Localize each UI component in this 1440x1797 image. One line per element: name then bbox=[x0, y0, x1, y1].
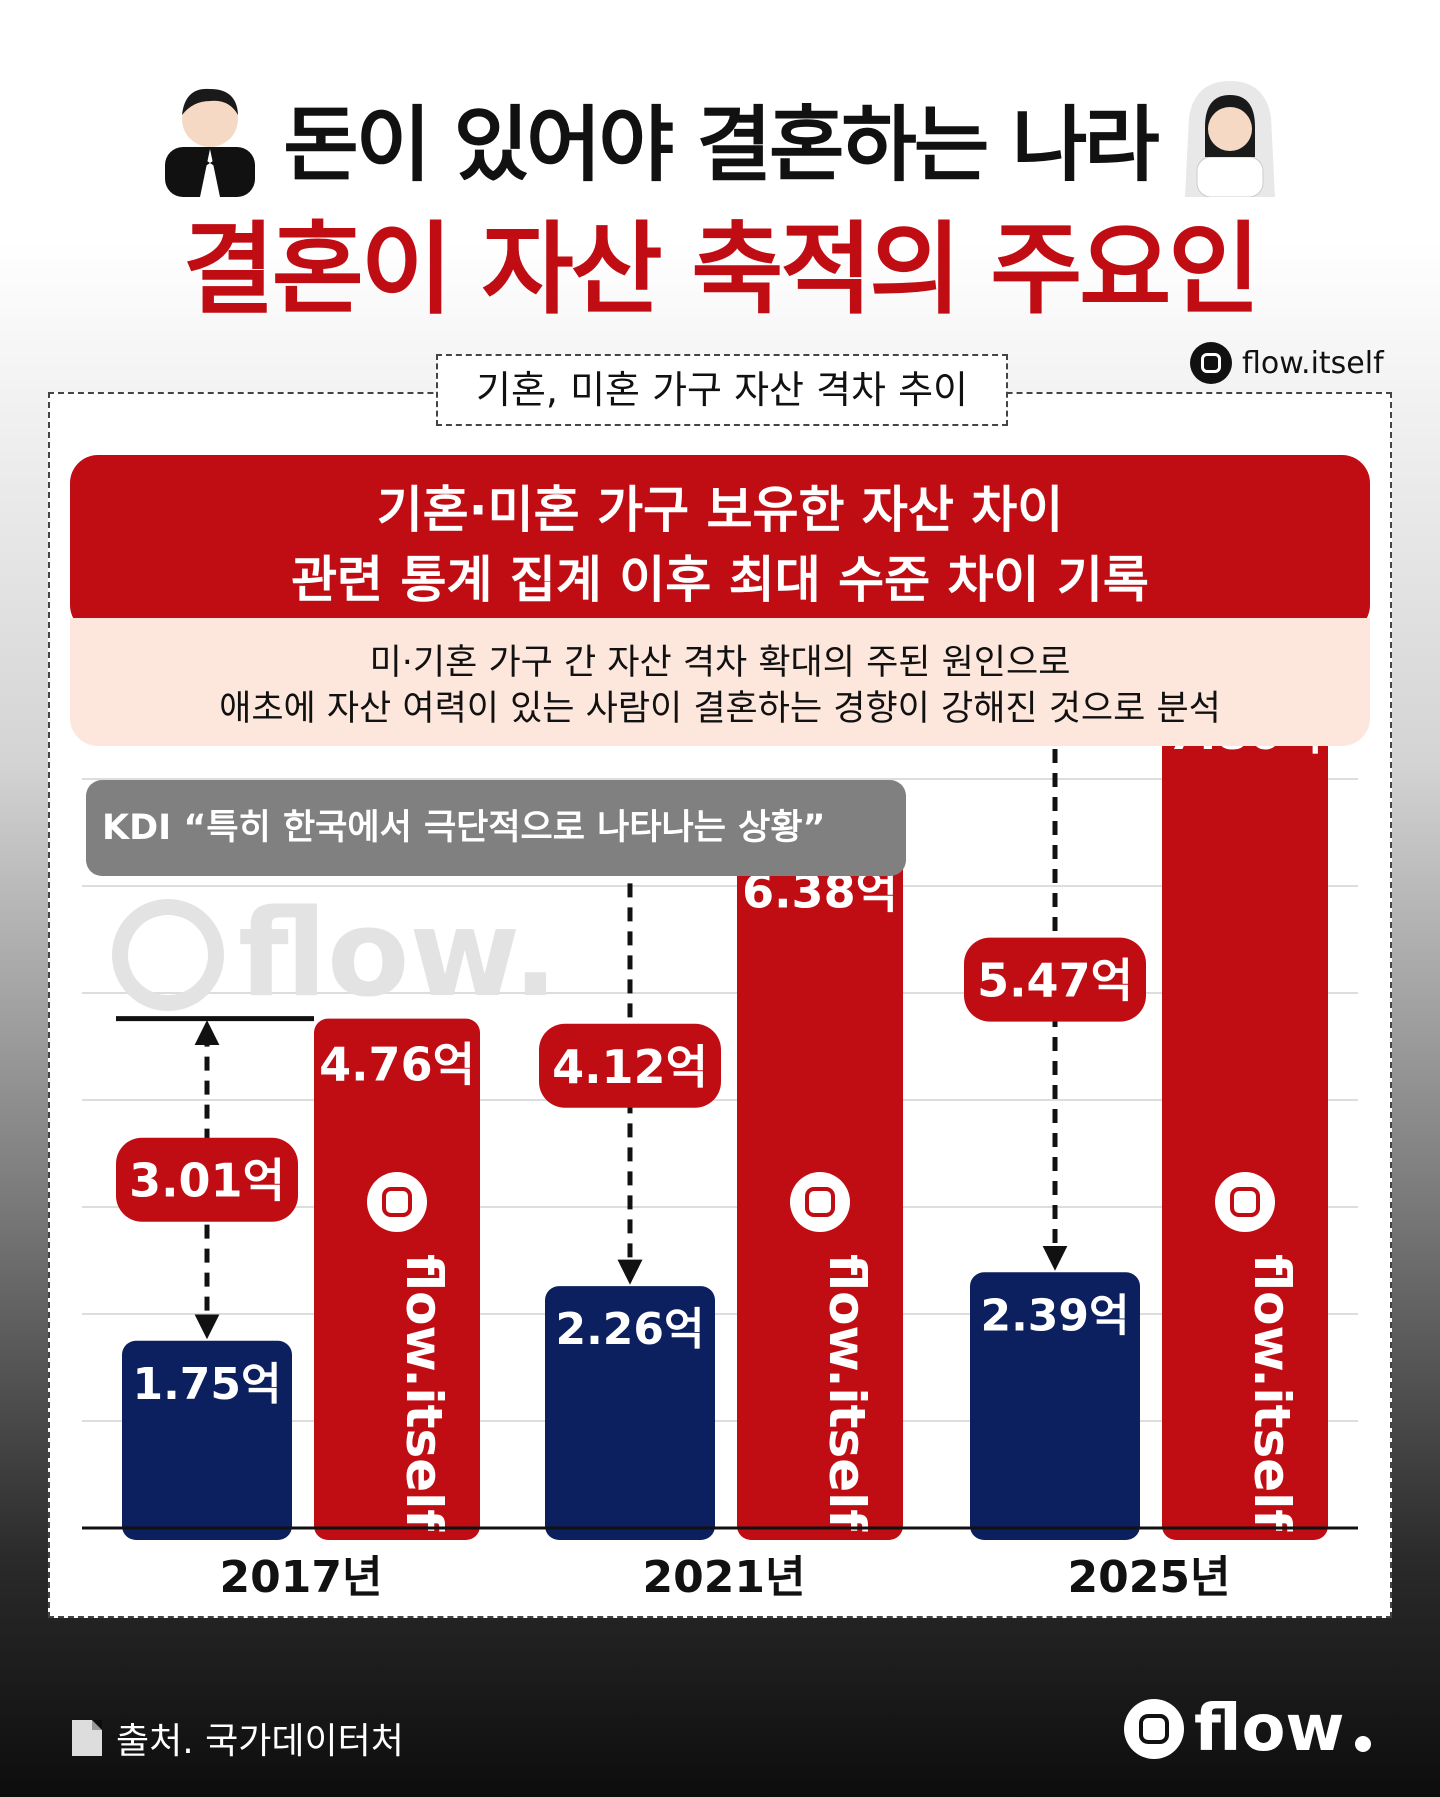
watermark-text: flow. bbox=[238, 885, 558, 1024]
panel-label: 기혼, 미혼 가구 자산 격차 추이 bbox=[436, 354, 1008, 426]
difference-label: 3.01억 bbox=[129, 1154, 285, 1208]
brand-logo[interactable]: flow bbox=[1124, 1692, 1371, 1766]
analysis-note: 미·기혼 가구 간 자산 격차 확대의 주된 원인으로 애초에 자산 여력이 있… bbox=[70, 618, 1370, 746]
bar-unmarried bbox=[970, 1272, 1140, 1540]
instagram-handle[interactable]: flow.itself bbox=[1190, 342, 1384, 384]
headline-banner: 기혼·미혼 가구 보유한 자산 차이 관련 통계 집계 이후 최대 수준 차이 … bbox=[70, 455, 1370, 633]
bar-label-married: 4.76억 bbox=[319, 1038, 475, 1092]
headline-text: 돈이 있어야 결혼하는 나라 bbox=[283, 97, 1159, 193]
bar-watermark-icon-inner bbox=[382, 1187, 412, 1218]
brand-text: flow bbox=[1194, 1692, 1345, 1766]
instagram-handle-text: flow.itself bbox=[1242, 345, 1384, 381]
bar-label-unmarried: 1.75억 bbox=[132, 1359, 281, 1410]
bar-watermark-text: flow.itself bbox=[1243, 1254, 1301, 1532]
note-line-1: 미·기혼 가구 간 자산 격차 확대의 주된 원인으로 bbox=[369, 643, 1071, 683]
bar-watermark-text: flow.itself bbox=[818, 1254, 876, 1532]
difference-pill bbox=[964, 937, 1146, 1022]
bar-married bbox=[314, 1018, 480, 1540]
bar-watermark-text: flow.itself bbox=[395, 1254, 453, 1532]
bar-watermark-icon bbox=[790, 1172, 850, 1233]
note-line-2: 애초에 자산 여력이 있는 사람이 결혼하는 경향이 강해진 것으로 분석 bbox=[219, 689, 1221, 729]
watermark-icon bbox=[112, 899, 224, 1011]
bar-label-unmarried: 2.39억 bbox=[980, 1290, 1129, 1341]
bar-unmarried bbox=[122, 1340, 292, 1540]
category-label: 2017년 bbox=[220, 1552, 383, 1603]
subtitle: 결혼이 자산 축적의 주요인 bbox=[182, 211, 1260, 328]
bar-watermark-icon-inner bbox=[805, 1187, 835, 1218]
bar-label-unmarried: 2.26억 bbox=[555, 1304, 704, 1355]
banner-line-2: 관련 통계 집계 이후 최대 수준 차이 기록 bbox=[291, 551, 1149, 609]
source-note: 출처. 국가데이터처 bbox=[72, 1712, 404, 1764]
instagram-logo-icon bbox=[1124, 1699, 1184, 1759]
difference-pill bbox=[539, 1023, 721, 1108]
source-text: 출처. 국가데이터처 bbox=[116, 1721, 404, 1762]
bar-watermark-icon bbox=[1215, 1172, 1275, 1233]
headline: 돈이 있어야 결혼하는 나라 bbox=[0, 62, 1440, 212]
difference-label: 4.12억 bbox=[552, 1040, 708, 1094]
difference-pill bbox=[116, 1137, 298, 1222]
bar-watermark-icon bbox=[367, 1172, 427, 1233]
instagram-icon bbox=[1190, 342, 1232, 384]
bar-watermark-icon-inner bbox=[1230, 1187, 1260, 1218]
brand-dot-icon bbox=[1354, 1736, 1371, 1752]
document-icon bbox=[72, 1720, 102, 1756]
groom-icon bbox=[165, 88, 256, 197]
kdi-quote: KDI “특히 한국에서 극단적으로 나타나는 상황” bbox=[86, 780, 906, 876]
bar-married bbox=[1162, 686, 1328, 1540]
bar-unmarried bbox=[545, 1286, 715, 1540]
category-label: 2021년 bbox=[643, 1552, 806, 1603]
category-label: 2025년 bbox=[1068, 1552, 1231, 1603]
bride-icon bbox=[1184, 81, 1275, 197]
difference-label: 5.47억 bbox=[977, 954, 1133, 1008]
banner-line-1: 기혼·미혼 가구 보유한 자산 차이 bbox=[376, 481, 1064, 539]
